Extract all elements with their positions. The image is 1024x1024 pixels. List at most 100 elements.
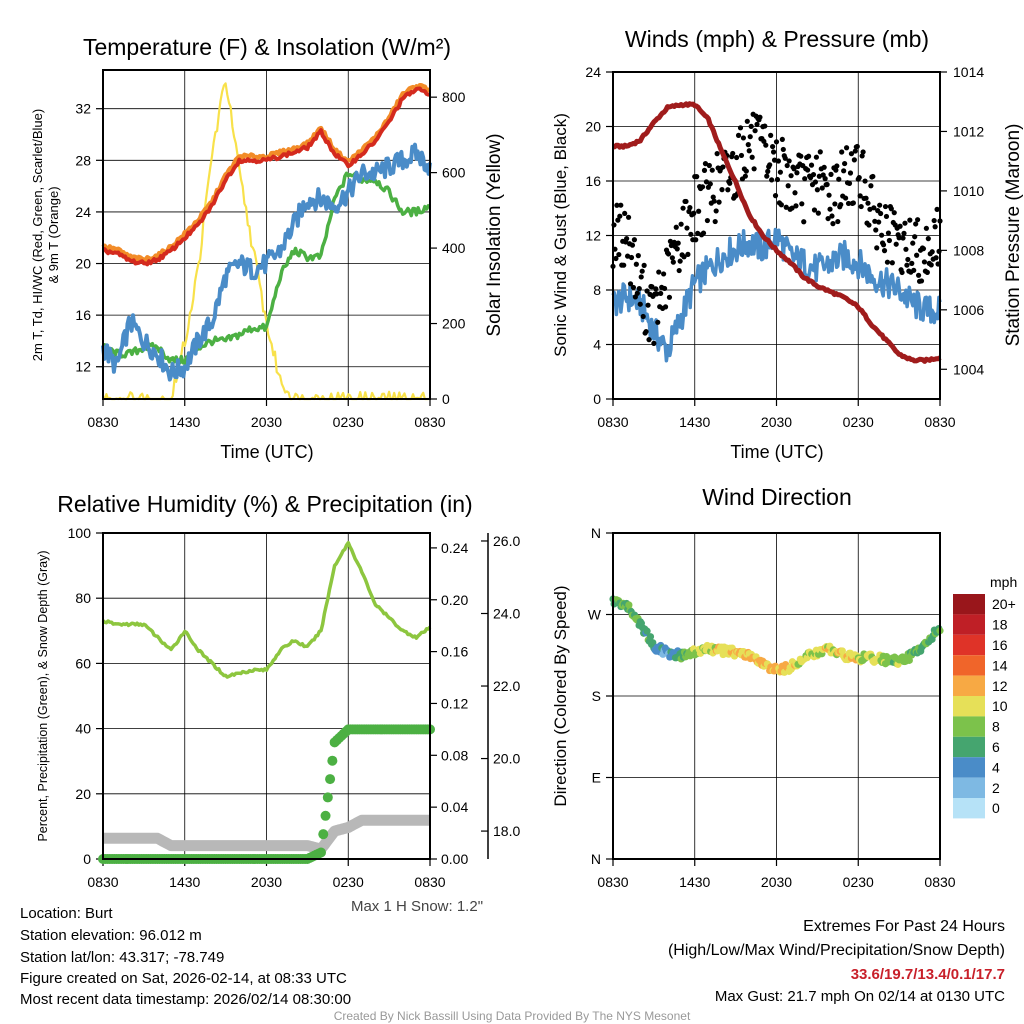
gust-point bbox=[655, 319, 661, 325]
gust-point bbox=[880, 242, 887, 248]
gust-point bbox=[621, 262, 627, 268]
gust-point bbox=[654, 291, 660, 297]
gust-point bbox=[653, 286, 659, 292]
gust-point bbox=[658, 290, 664, 297]
y-tick-label: 0 bbox=[593, 391, 601, 407]
gust-point bbox=[843, 145, 850, 151]
y2-tick-label: 1004 bbox=[953, 361, 984, 377]
y2-tick-label: 0.20 bbox=[441, 592, 468, 608]
gust-point bbox=[772, 193, 779, 199]
x-tick-label: 1430 bbox=[169, 414, 200, 430]
precipitation-points bbox=[98, 724, 435, 864]
gust-point bbox=[716, 199, 722, 205]
wind-direction-point bbox=[643, 627, 651, 635]
gust-point bbox=[830, 221, 836, 227]
gust-point bbox=[644, 288, 650, 294]
gust-point bbox=[903, 246, 909, 252]
y-tick-label: 40 bbox=[75, 721, 91, 737]
x-axis-label: Time (UTC) bbox=[730, 442, 823, 462]
gust-point bbox=[829, 213, 835, 219]
x-tick-label: 0830 bbox=[597, 874, 628, 890]
gust-point bbox=[911, 267, 917, 273]
colorbar-swatch bbox=[953, 614, 985, 635]
max-snow-note: Max 1 H Snow: 1.2" bbox=[351, 898, 483, 915]
gust-point bbox=[879, 232, 885, 238]
x-tick-label: 0230 bbox=[843, 874, 874, 890]
gust-point bbox=[777, 169, 783, 175]
colorbar-label: 14 bbox=[992, 657, 1008, 673]
gust-point bbox=[727, 180, 733, 186]
colorbar-swatch bbox=[953, 696, 985, 717]
heat-index-windchill-line bbox=[101, 142, 432, 382]
gust-point bbox=[825, 215, 831, 222]
gust-point bbox=[789, 205, 795, 211]
gust-point bbox=[769, 177, 775, 183]
gust-point bbox=[742, 173, 748, 179]
gust-point bbox=[813, 154, 820, 160]
gust-point bbox=[925, 236, 931, 242]
colorbar-label: 16 bbox=[992, 637, 1008, 653]
gust-point bbox=[635, 253, 641, 259]
gust-point bbox=[665, 251, 672, 257]
gust-point bbox=[725, 187, 731, 193]
x-tick-label: 1430 bbox=[679, 414, 710, 430]
y2-tick-label: 0.24 bbox=[441, 540, 468, 556]
panel-3-border bbox=[612, 532, 941, 860]
snow-depth-line bbox=[99, 814, 434, 855]
gust-point bbox=[720, 164, 726, 170]
y2-tick-label: 1010 bbox=[953, 183, 984, 199]
chart-title-humidity: Relative Humidity (%) & Precipitation (i… bbox=[57, 491, 472, 517]
y-tick-label: 16 bbox=[75, 307, 91, 323]
gust-point bbox=[747, 134, 753, 140]
x-tick-label: 0830 bbox=[87, 874, 118, 890]
y2-tick-label: 1012 bbox=[953, 123, 984, 139]
gust-point bbox=[643, 328, 649, 335]
gust-point bbox=[786, 158, 792, 164]
gust-point bbox=[834, 163, 840, 169]
gust-point bbox=[798, 153, 804, 159]
gust-point bbox=[896, 235, 902, 241]
gust-point bbox=[921, 259, 928, 265]
y-tick-label: 60 bbox=[75, 655, 91, 671]
gust-point bbox=[833, 167, 839, 173]
gust-point bbox=[661, 285, 668, 292]
gust-point bbox=[878, 210, 884, 217]
colorbar-swatch bbox=[953, 675, 985, 696]
gust-point bbox=[624, 236, 630, 242]
recent-data-text: Most recent data timestamp: 2026/02/14 0… bbox=[20, 991, 352, 1008]
colorbar-swatch bbox=[953, 594, 985, 615]
y-tick-label: 28 bbox=[75, 152, 91, 168]
gust-point bbox=[646, 337, 652, 343]
y2-tick-label: 0.08 bbox=[441, 747, 468, 763]
gust-point bbox=[661, 271, 667, 277]
gust-point bbox=[868, 183, 874, 189]
max-gust-text: Max Gust: 21.7 mph On 02/14 at 0130 UTC bbox=[714, 988, 1005, 1005]
gust-point bbox=[858, 203, 864, 210]
y2-tick-label: 0.00 bbox=[441, 851, 468, 867]
gust-point bbox=[891, 210, 897, 216]
colorbar-label: 6 bbox=[992, 739, 1000, 755]
gust-point bbox=[640, 313, 646, 320]
colorbar-swatch bbox=[953, 798, 985, 819]
precipitation-point bbox=[327, 755, 338, 766]
x-tick-label: 2030 bbox=[761, 874, 792, 890]
gust-point bbox=[764, 173, 770, 179]
gust-point bbox=[893, 241, 899, 247]
y-axis-label: Sonic Wind & Gust (Blue, Black) bbox=[551, 113, 570, 357]
gust-point bbox=[768, 132, 774, 138]
panel-0-border bbox=[102, 69, 431, 400]
x-tick-label: 2030 bbox=[251, 874, 282, 890]
gust-point bbox=[738, 152, 745, 159]
gust-point bbox=[851, 157, 857, 163]
gust-point bbox=[694, 174, 700, 180]
sonic-wind-line bbox=[611, 227, 942, 363]
gust-point bbox=[810, 171, 817, 178]
x-tick-label: 0830 bbox=[924, 414, 955, 430]
y-tick-label: 20 bbox=[75, 256, 91, 272]
gust-point bbox=[671, 239, 677, 245]
y-tick-label: S bbox=[592, 688, 601, 704]
gust-point bbox=[885, 230, 892, 236]
y2-axis-label: Solar Insolation (Yellow) bbox=[484, 133, 505, 336]
gust-point bbox=[678, 221, 684, 227]
gust-point bbox=[909, 260, 915, 266]
